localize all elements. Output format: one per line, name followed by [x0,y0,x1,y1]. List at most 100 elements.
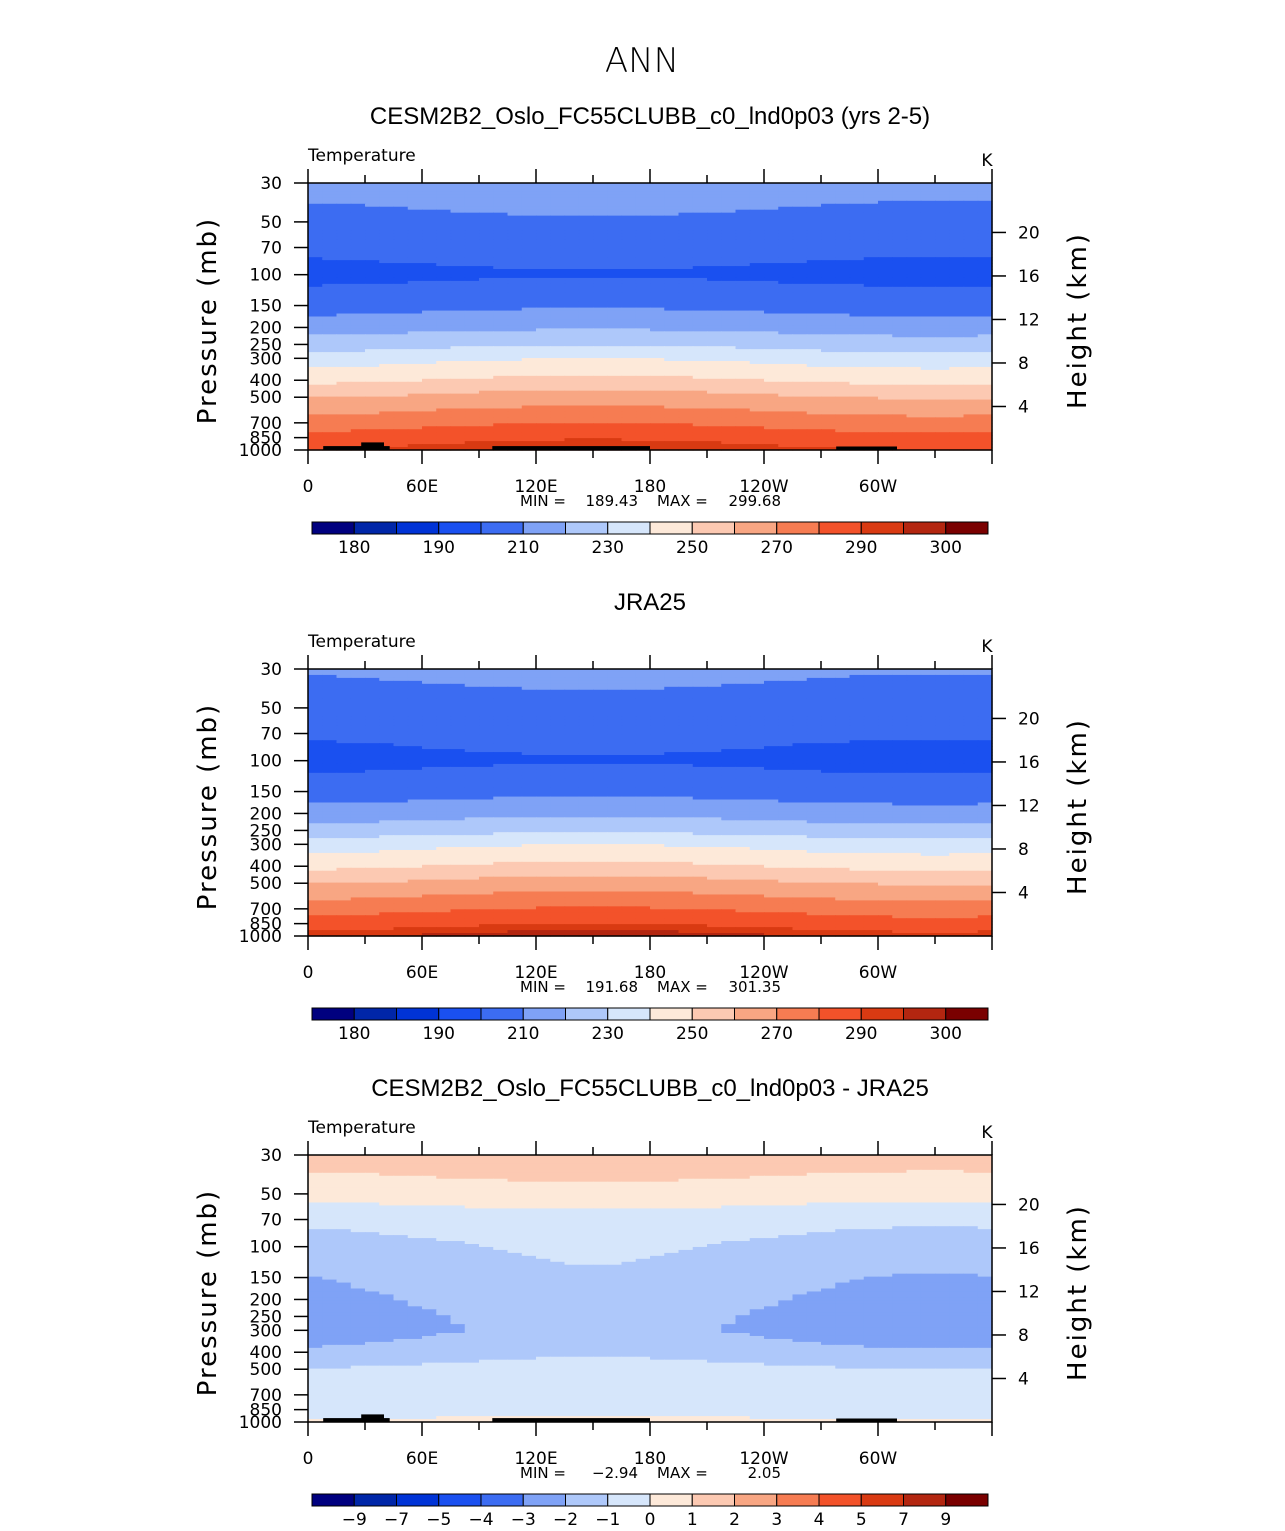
contour-cell [678,254,694,258]
contour-cell [835,239,851,243]
contour-cell [920,203,936,208]
contour-cell [764,239,779,243]
contour-cell [493,426,509,430]
contour-cell [578,363,594,368]
contour-cell [464,269,480,273]
contour-cell [350,209,366,214]
contour-cell [350,245,366,249]
contour-cell [578,366,594,371]
contour-cell [664,423,680,427]
contour-cell [365,387,380,392]
contour-cell [678,447,694,451]
contour-cell [949,435,965,439]
contour-cell [550,325,566,329]
contour-cell [878,444,893,448]
contour-cell [379,209,395,214]
colorbar-box [945,521,989,535]
contour-cell [792,366,808,371]
contour-cell [650,352,665,356]
contour-cell [778,366,794,371]
contour-cell [322,197,338,202]
contour-cell [479,260,494,264]
contour-cell [621,349,637,353]
contour-cell [664,200,680,205]
contour-cell [493,286,509,291]
contour-cell [692,242,708,246]
contour-cell [336,289,352,294]
contour-cell [721,286,737,291]
contour-cell [849,272,865,276]
contour-cell [778,405,794,410]
contour-cell [436,307,452,312]
contour-cell [379,435,395,439]
contour-cell [578,352,594,356]
contour-cell [835,316,851,321]
contour-cell [863,248,879,252]
contour-cell [707,310,722,315]
contour-cell [393,212,409,217]
contour-cell [350,212,366,217]
contour-cell [464,423,480,427]
contour-cell [721,197,737,202]
contour-cell [308,381,323,386]
contour-cell [764,352,779,356]
contour-cell [407,221,423,226]
contour-cell [749,239,765,243]
contour-cell [977,363,993,368]
contour-cell [650,286,665,291]
contour-cell [593,313,608,318]
contour-cell [835,375,851,380]
contour-cell [436,366,452,371]
contour-cell [365,432,380,436]
contour-cell [778,438,794,442]
contour-cell [350,269,366,273]
contour-cell [564,304,580,309]
contour-cell [806,194,822,199]
contour-cell [764,361,779,365]
contour-cell [863,381,879,386]
contour-cell [821,405,836,410]
contour-cell [664,322,680,326]
contour-cell [493,289,509,294]
contour-cell [336,301,352,306]
contour-cell [365,358,380,362]
contour-cell [821,372,836,377]
contour-cell [892,328,908,332]
contour-cell [607,438,623,442]
contour-cell [707,331,722,335]
contour-cell [906,292,922,297]
contour-cell [764,280,779,285]
contour-cell [322,272,338,276]
contour-cell [322,209,338,214]
contour-cell [806,218,822,223]
contour-cell [578,257,594,261]
contour-cell [906,319,922,324]
contour-cell [521,411,537,415]
contour-cell [578,239,594,243]
contour-cell [835,277,851,282]
contour-cell [450,405,466,410]
contour-cell [521,257,537,261]
contour-cell [863,206,879,211]
contour-cell [365,191,380,196]
contour-cell [707,414,722,418]
contour-cell [621,212,637,217]
contour-cell [977,349,993,353]
contour-cell [920,280,936,285]
contour-cell [607,245,623,249]
contour-cell [308,188,323,193]
y2-tick-label: 16 [1018,267,1040,287]
contour-cell [650,242,665,246]
contour-cell [450,269,466,273]
contour-cell [821,215,836,220]
contour-cell [721,378,737,383]
contour-cell [906,426,922,430]
contour-cell [764,316,779,321]
contour-cell [878,251,893,255]
contour-cell [379,438,395,442]
contour-cell [650,218,665,223]
contour-cell [821,399,836,404]
contour-cell [749,310,765,315]
contour-cell [963,393,979,398]
contour-cell [336,334,352,338]
